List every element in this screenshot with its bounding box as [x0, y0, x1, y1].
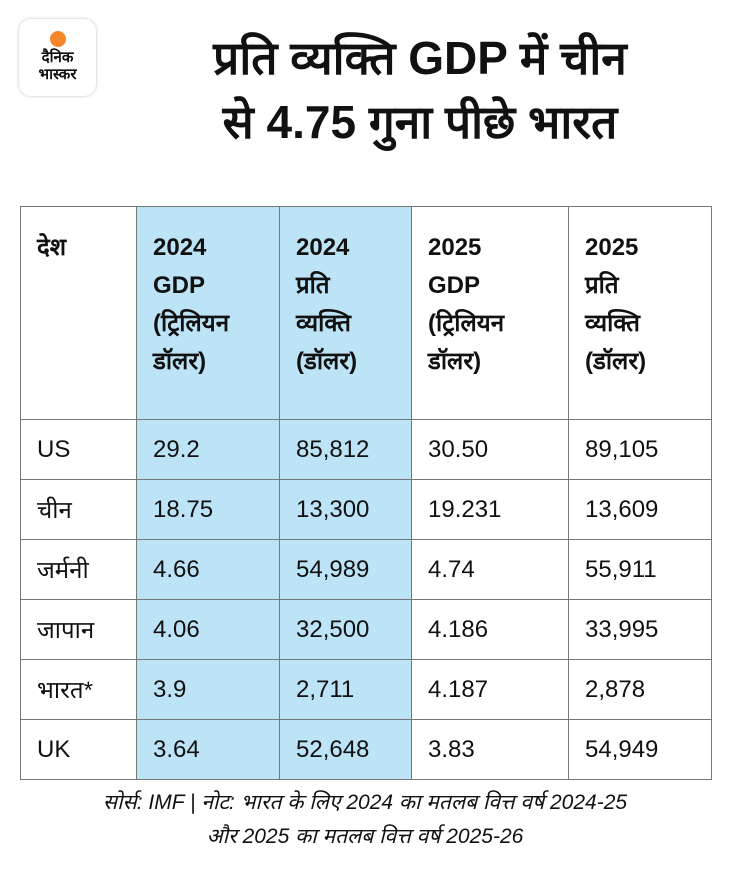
value-cell: 3.83 [411, 719, 569, 780]
country-cell: UK [20, 719, 137, 780]
table-row: जर्मनी 4.66 54,989 4.74 55,911 [20, 539, 712, 600]
column-header-line: 2024 [153, 234, 207, 261]
table-row: चीन 18.75 13,300 19.231 13,609 [20, 479, 712, 540]
value-cell: 4.66 [136, 539, 280, 600]
value-cell: 89,105 [568, 419, 712, 480]
footnote-line-1: सोर्स: IMF | नोट: भारत के लिए 2024 का मत… [102, 791, 628, 814]
column-header-line: 2025 [585, 234, 639, 261]
column-header-line: (डॉलर) [585, 348, 647, 375]
column-header-line: (ट्रिलियन [153, 310, 230, 337]
column-header-line: (डॉलर) [296, 348, 358, 375]
logo-text-2: भास्कर [38, 66, 77, 83]
value-cell: 32,500 [279, 599, 412, 660]
table-row: जापान 4.06 32,500 4.186 33,995 [20, 599, 712, 660]
column-header-line: (ट्रिलियन [428, 310, 505, 337]
table-row: US 29.2 85,812 30.50 89,105 [20, 419, 712, 480]
dainik-bhaskar-logo: दैनिक भास्कर [19, 19, 96, 96]
value-cell: 30.50 [411, 419, 569, 480]
country-cell: भारत* [20, 659, 137, 720]
country-cell: US [20, 419, 137, 480]
column-header: 2024 GDP (ट्रिलियन डॉलर) [136, 206, 280, 420]
footnote: सोर्स: IMF | नोट: भारत के लिए 2024 का मत… [0, 786, 730, 854]
column-header-line: प्रति [296, 272, 330, 299]
value-cell: 33,995 [568, 599, 712, 660]
column-header: देश [20, 206, 137, 420]
value-cell: 2,878 [568, 659, 712, 720]
column-header-line: GDP [153, 272, 206, 299]
column-header: 2025 GDP (ट्रिलियन डॉलर) [411, 206, 569, 420]
value-cell: 52,648 [279, 719, 412, 780]
value-cell: 54,949 [568, 719, 712, 780]
title-line-1: प्रति व्यक्ति GDP में चीन [213, 32, 627, 84]
value-cell: 3.64 [136, 719, 280, 780]
sun-dot-icon [49, 31, 66, 47]
column-header-line: डॉलर) [428, 348, 482, 375]
logo-text-1: दैनिक [41, 49, 74, 66]
header-row: देश 2024 GDP (ट्रिलियन डॉलर) 2024 प्रति व्यक्ति… [20, 206, 712, 420]
column-header: 2024 प्रति व्यक्ति (डॉलर) [279, 206, 412, 420]
value-cell: 18.75 [136, 479, 280, 540]
column-header-line: 2024 [296, 234, 350, 261]
value-cell: 3.9 [136, 659, 280, 720]
value-cell: 54,989 [279, 539, 412, 600]
column-header-line: GDP [428, 272, 481, 299]
value-cell: 4.74 [411, 539, 569, 600]
value-cell: 19.231 [411, 479, 569, 540]
column-header-line: डॉलर) [153, 348, 207, 375]
country-cell: जर्मनी [20, 539, 137, 600]
column-header-line: प्रति [585, 272, 619, 299]
column-header: 2025 प्रति व्यक्ति (डॉलर) [568, 206, 712, 420]
table-row: भारत* 3.9 2,711 4.187 2,878 [20, 659, 712, 720]
page-title: प्रति व्यक्ति GDP में चीन से 4.75 गुना प… [120, 26, 720, 154]
value-cell: 85,812 [279, 419, 412, 480]
column-header-line: देश [37, 234, 67, 261]
value-cell: 2,711 [279, 659, 412, 720]
value-cell: 13,609 [568, 479, 712, 540]
value-cell: 4.186 [411, 599, 569, 660]
country-cell: जापान [20, 599, 137, 660]
value-cell: 13,300 [279, 479, 412, 540]
value-cell: 55,911 [568, 539, 712, 600]
title-line-2: से 4.75 गुना पीछे भारत [222, 96, 618, 148]
footnote-line-2: और 2025 का मतलब वित्त वर्ष 2025-26 [206, 825, 524, 848]
column-header-line: व्यक्ति [585, 310, 640, 337]
country-cell: चीन [20, 479, 137, 540]
column-header-line: 2025 [428, 234, 482, 261]
gdp-table: देश 2024 GDP (ट्रिलियन डॉलर) 2024 प्रति व्यक्ति… [20, 206, 712, 780]
value-cell: 4.06 [136, 599, 280, 660]
value-cell: 4.187 [411, 659, 569, 720]
table-row: UK 3.64 52,648 3.83 54,949 [20, 719, 712, 780]
column-header-line: व्यक्ति [296, 310, 351, 337]
value-cell: 29.2 [136, 419, 280, 480]
